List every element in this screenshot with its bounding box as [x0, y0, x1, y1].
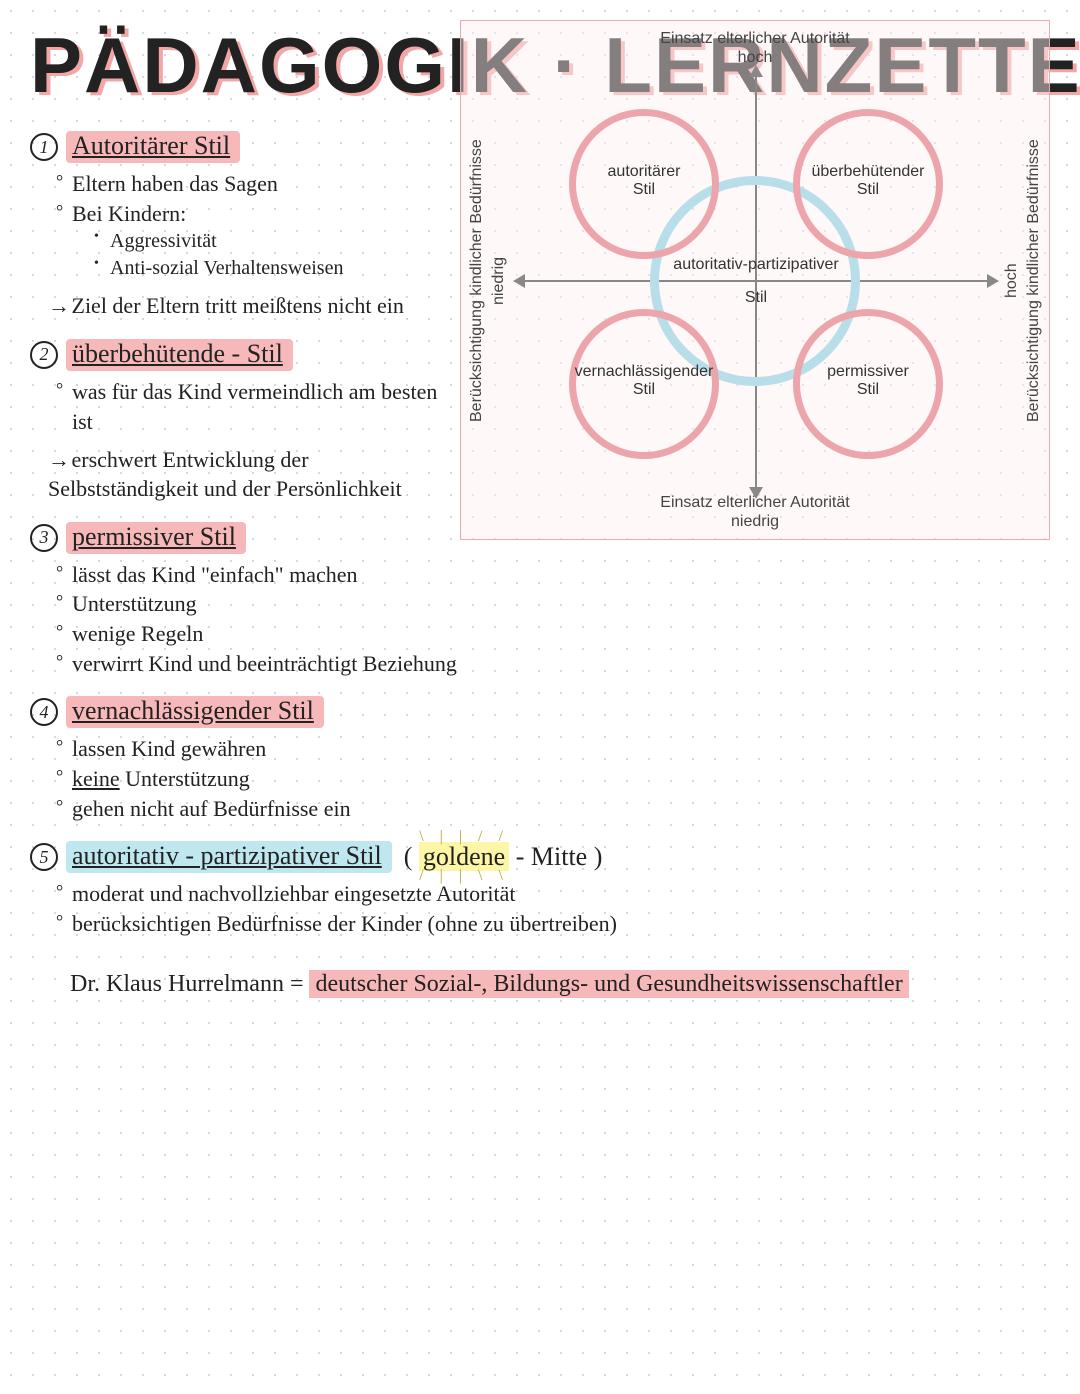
parenting-styles-diagram: Einsatz elterlicher Autoritäthoch Einsat…	[460, 20, 1050, 540]
note-item: wenige Regeln	[56, 619, 1050, 649]
section-2-conclusion: erschwert Entwicklung der Selbstständigk…	[48, 446, 460, 503]
note-item: verwirrt Kind und beeinträchtigt Beziehu…	[56, 649, 1050, 679]
label-tl: autoritärerStil	[569, 163, 719, 200]
note-item: gehen nicht auf Bedürfnisse ein	[56, 794, 1050, 824]
arrow-down-icon	[749, 487, 763, 499]
section-1-notes: Eltern haben das Sagen Bei Kindern: Aggr…	[56, 169, 460, 282]
section-2-title: überbehütende - Stil	[66, 339, 293, 371]
note-text: Unterstützung	[120, 766, 250, 791]
label-bl: vernachlässigenderStil	[559, 363, 729, 400]
section-2-notes: was für das Kind vermeindlich am besten …	[56, 377, 460, 436]
axis-left-outer: Berücksichtigung kindlicher Bedürfnisse	[467, 101, 486, 461]
section-5-aside: ( \ | | / /goldene/ | | \ \ - Mitte )	[404, 842, 603, 872]
axis-left-inner: niedrig	[489, 221, 508, 341]
section-1-heading: 1 Autoritärer Stil	[30, 131, 460, 163]
note-item: Bei Kindern: Aggressivität Anti-sozial V…	[56, 199, 460, 283]
section-1-title: Autoritärer Stil	[66, 131, 240, 163]
axis-top-label: Einsatz elterlicher Autoritäthoch	[461, 29, 1049, 67]
note-item: Unterstützung	[56, 589, 1050, 619]
section-3-title: permissiver Stil	[66, 522, 246, 554]
note-item: moderat und nachvollziehbar eingesetzte …	[56, 879, 1050, 909]
section-2-heading: 2 überbehütende - Stil	[30, 339, 460, 371]
section-4-heading: 4 vernachlässigender Stil	[30, 696, 1050, 728]
label-tr: überbehütenderStil	[793, 163, 943, 200]
arrow-left-icon	[513, 274, 525, 288]
note-item: was für das Kind vermeindlich am besten …	[56, 377, 460, 436]
arrow-up-icon	[749, 65, 763, 77]
section-5-heading: 5 autoritativ - partizipativer Stil ( \ …	[30, 841, 1050, 873]
section-3-heading: 3 permissiver Stil	[30, 522, 460, 554]
section-5-notes: moderat und nachvollziehbar eingesetzte …	[56, 879, 1050, 938]
label-center-top: autoritativ-partizipativer	[656, 256, 856, 274]
golden-highlight: \ | | / /goldene/ | | \ \	[419, 842, 509, 871]
sun-rays-icon: \ | | / /	[419, 828, 509, 846]
note-item: keine Unterstützung	[56, 764, 1050, 794]
section-1-conclusion: Ziel der Eltern tritt meißtens nicht ein	[48, 292, 460, 321]
aside-post: - Mitte )	[509, 842, 602, 871]
axis-right-outer: Berücksichtigung kindlicher Bedürfnisse	[1024, 101, 1043, 461]
footnote-highlight: deutscher Sozial-, Bildungs- und Gesundh…	[309, 970, 908, 998]
sub-note-item: Anti-sozial Verhaltensweisen	[94, 255, 460, 282]
section-3-notes: lässt das Kind "einfach" machen Unterstü…	[56, 560, 1050, 679]
section-5-title: autoritativ - partizipativer Stil	[66, 841, 392, 873]
section-4-number: 4	[30, 698, 58, 726]
sub-note-item: Aggressivität	[94, 228, 460, 255]
note-item: berücksichtigen Bedürfnisse der Kinder (…	[56, 909, 1050, 939]
section-4-notes: lassen Kind gewähren keine Unterstützung…	[56, 734, 1050, 823]
footnote: Dr. Klaus Hurrelmann = deutscher Sozial-…	[70, 969, 1050, 1000]
arrow-right-icon	[987, 274, 999, 288]
section-4-title: vernachlässigender Stil	[66, 696, 324, 728]
note-item: lassen Kind gewähren	[56, 734, 1050, 764]
note-item: lässt das Kind "einfach" machen	[56, 560, 1050, 590]
footnote-lead: Dr. Klaus Hurrelmann =	[70, 971, 309, 997]
aside-pre: (	[404, 842, 419, 871]
axis-right-inner: hoch	[1002, 221, 1021, 341]
section-3-number: 3	[30, 524, 58, 552]
section-2-number: 2	[30, 341, 58, 369]
note-underline: keine	[72, 766, 120, 791]
section-5-number: 5	[30, 843, 58, 871]
section-1-number: 1	[30, 133, 58, 161]
label-br: permissiverStil	[793, 363, 943, 400]
note-text: Bei Kindern:	[72, 201, 186, 226]
note-item: Eltern haben das Sagen	[56, 169, 460, 199]
label-center-bottom: Stil	[656, 289, 856, 307]
